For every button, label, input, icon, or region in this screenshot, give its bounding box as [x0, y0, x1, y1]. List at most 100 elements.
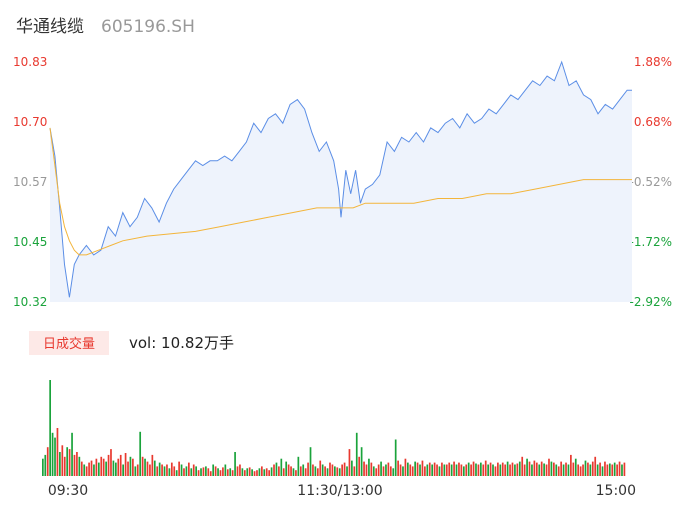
volume-bar: [295, 470, 297, 476]
time-tick-label: 15:00: [596, 483, 636, 499]
volume-bar: [59, 452, 61, 476]
volume-bar: [589, 464, 592, 476]
volume-bar: [246, 468, 249, 476]
volume-bar: [46, 447, 49, 476]
volume-bar: [151, 454, 154, 476]
volume-bar: [334, 466, 336, 476]
price-area-fill: [50, 62, 632, 302]
volume-bar: [146, 461, 149, 476]
volume-bar: [73, 454, 76, 476]
volume-bar: [587, 462, 589, 476]
price-tick-label: 10.83: [13, 55, 47, 69]
volume-bars: [42, 380, 626, 476]
volume-bar: [553, 462, 555, 476]
volume-bar: [492, 464, 494, 476]
volume-bar: [487, 464, 489, 476]
volume-bar: [326, 468, 329, 476]
volume-bar: [484, 460, 487, 476]
percent-axis: 1.88% 0.68% -0.52% -1.72% -2.92%: [630, 55, 672, 309]
volume-bar: [404, 458, 407, 476]
volume-bar: [105, 461, 107, 476]
volume-bar: [360, 447, 363, 476]
volume-bar: [467, 462, 470, 476]
volume-bar: [214, 466, 217, 476]
volume-bar: [470, 464, 472, 476]
volume-bar: [88, 462, 90, 476]
volume-bar: [278, 466, 280, 476]
volume-bar: [501, 462, 504, 476]
volume-bar: [499, 464, 502, 476]
volume-bar: [141, 456, 144, 476]
volume-bar: [287, 464, 290, 476]
volume-bar: [282, 468, 285, 476]
volume-bar: [299, 466, 302, 476]
volume-bar: [265, 468, 268, 476]
volume-bar: [217, 468, 219, 476]
volume-bar: [584, 460, 587, 476]
volume-bar: [258, 468, 261, 476]
volume-bar: [307, 462, 309, 476]
volume-bar: [44, 454, 47, 476]
volume-bar: [192, 464, 195, 476]
volume-bar: [443, 464, 446, 476]
volume-bar: [543, 463, 545, 476]
volume-bar: [438, 466, 441, 476]
percent-tick-label: 1.88%: [634, 55, 672, 69]
volume-bar: [363, 461, 365, 476]
volume-bar: [567, 464, 570, 476]
volume-bar: [431, 464, 434, 476]
volume-bar: [275, 462, 278, 476]
volume-bar: [533, 460, 536, 476]
volume-bar: [509, 464, 511, 476]
price-line: [49, 60, 632, 298]
volume-bar: [370, 462, 373, 476]
volume-bar: [596, 464, 599, 476]
volume-bar: [100, 456, 103, 476]
volume-bar: [253, 471, 256, 476]
percent-tick-label: 0.68%: [634, 115, 672, 129]
volume-bar: [256, 470, 258, 476]
stock-name: 华通线缆: [16, 17, 84, 37]
volume-bar: [156, 466, 159, 476]
volume-bar: [455, 464, 458, 476]
volume-bar: [251, 469, 253, 476]
volume-bar: [231, 470, 234, 476]
volume-bar: [129, 456, 132, 476]
volume-bar: [601, 466, 604, 476]
volume-bar: [95, 458, 98, 476]
volume-bar: [195, 466, 197, 476]
volume-bar: [555, 464, 558, 476]
volume-bar: [110, 449, 112, 476]
volume-bar: [394, 439, 397, 476]
volume-bar: [565, 462, 567, 476]
volume-bar: [414, 461, 416, 476]
volume-bar: [190, 468, 193, 476]
volume-bar: [319, 460, 322, 476]
volume-bar: [290, 466, 292, 476]
volume-bar: [236, 466, 239, 476]
volume-bar: [545, 464, 548, 476]
volume-bar: [616, 464, 618, 476]
volume-bar: [518, 461, 521, 476]
volume-bar: [389, 466, 392, 476]
volume-bar: [124, 453, 127, 476]
percent-tick-label: -1.72%: [630, 235, 672, 249]
volume-bar: [397, 460, 399, 476]
volume-bar: [309, 447, 312, 476]
volume-bar: [188, 462, 190, 476]
volume-bar: [550, 461, 553, 476]
volume-bar: [173, 466, 176, 476]
volume-bar: [577, 464, 580, 476]
volume-bar: [494, 466, 497, 476]
volume-bar: [365, 464, 368, 476]
volume-bar: [132, 458, 134, 476]
daily-volume-tab[interactable]: 日成交量: [43, 336, 95, 352]
volume-bar: [136, 464, 139, 476]
volume-bar: [112, 460, 115, 476]
volume-bar: [392, 468, 395, 476]
daily-volume-tab-bg[interactable]: [29, 331, 109, 355]
stock-code: 605196.SH: [101, 17, 195, 37]
volume-bar: [314, 466, 317, 476]
volume-bar: [163, 466, 166, 476]
